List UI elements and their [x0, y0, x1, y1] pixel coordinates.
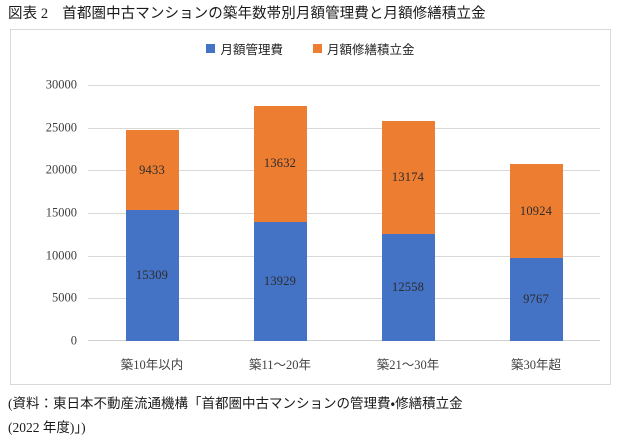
bar-group[interactable]: 15309 9433 築10年以内: [121, 129, 183, 372]
bar-segment-repair[interactable]: 13174: [381, 121, 435, 234]
x-axis-tick-label: 築11〜20年: [248, 358, 312, 372]
x-axis-tick-label: 築30年超: [510, 358, 562, 372]
source-note-line-2: (2022 年度)」): [8, 420, 86, 435]
figure-number: 図表 2: [8, 6, 49, 22]
bar-segment-management[interactable]: 13929: [253, 222, 307, 341]
legend-item-management[interactable]: 月額管理費: [206, 39, 283, 58]
bar-group[interactable]: 13929 13632 築11〜20年: [249, 105, 311, 372]
bar-segment-management[interactable]: 15309: [125, 210, 179, 341]
bar-group[interactable]: 12558 13174 築21〜30年: [377, 121, 439, 372]
gridline: [88, 85, 600, 86]
y-axis-tick-label: 25000: [45, 120, 77, 135]
source-note-line-1: (資料：東日本不動産流通機構「首都圏中古マンションの管理費・修繕積立金: [8, 396, 463, 411]
legend-item-repair[interactable]: 月額修繕積立金: [313, 39, 415, 58]
y-axis-tick-label: 30000: [45, 77, 77, 92]
gridline: [88, 213, 600, 214]
bar-segment-management[interactable]: 12558: [381, 233, 435, 341]
bar-segment-repair[interactable]: 10924: [509, 164, 563, 258]
axis-baseline: [88, 340, 600, 341]
chart-container: 月額管理費 月額修繕積立金 30000 25000 20000 15000 10000 5…: [10, 29, 611, 385]
gridline: [88, 255, 600, 257]
chart-legend: 月額管理費 月額修繕積立金: [11, 39, 610, 58]
bar-segment-repair[interactable]: 13632: [253, 105, 307, 223]
bar-value-label: 12558: [391, 279, 425, 294]
bar-value-label: 13174: [391, 170, 425, 185]
bar-segment-management[interactable]: 9767: [509, 257, 563, 341]
figure-title-text: 首都圏中古マンションの築年数帯別月額管理費と月額修繕積立金: [62, 6, 486, 22]
bar-value-label: 9433: [139, 162, 165, 177]
bar-group[interactable]: 9767 10924 築30年超: [509, 164, 563, 372]
source-note: (資料：東日本不動産流通機構「首都圏中古マンションの管理費・修繕積立金 (202…: [8, 392, 624, 440]
bar-value-label: 9767: [523, 291, 549, 306]
x-axis-tick-label: 築10年以内: [120, 358, 184, 372]
gridline: [88, 127, 600, 129]
legend-label-repair: 月額修繕積立金: [327, 43, 415, 57]
bar-value-label: 10924: [519, 203, 553, 218]
y-axis-tick-label: 20000: [45, 162, 77, 177]
gridline: [88, 298, 600, 300]
legend-label-management: 月額管理費: [220, 43, 283, 57]
y-axis-tick-label: 10000: [45, 248, 77, 263]
y-axis-tick-label: 15000: [45, 205, 77, 220]
y-axis-tick-label: 0: [70, 333, 77, 348]
bar-value-label: 15309: [135, 268, 169, 283]
bar-segment-repair[interactable]: 9433: [125, 129, 179, 211]
legend-swatch-repair-icon: [313, 44, 322, 53]
bar-value-label: 13632: [263, 156, 297, 171]
page-title: 図表 2 首都圏中古マンションの築年数帯別月額管理費と月額修繕積立金: [8, 3, 622, 25]
plot-area: 30000 25000 20000 15000 10000 5000 0 15309 9433 築…: [46, 78, 600, 372]
bar-value-label: 13929: [263, 274, 297, 289]
legend-swatch-management-icon: [206, 44, 216, 53]
gridline: [88, 170, 600, 172]
x-axis-tick-label: 築21〜30年: [376, 358, 440, 372]
y-axis-tick-label: 5000: [52, 290, 77, 305]
